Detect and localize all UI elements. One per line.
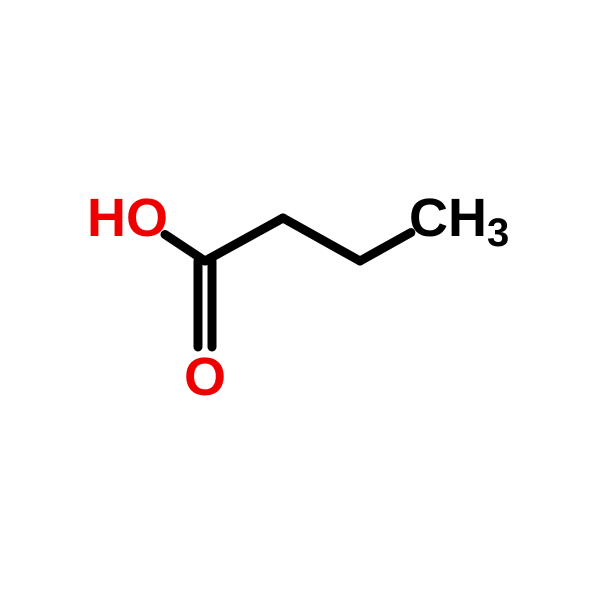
bond <box>205 218 283 261</box>
molecule-diagram: HO O CH3 <box>0 0 600 600</box>
atom-label: HO <box>87 188 168 248</box>
bond <box>283 218 360 261</box>
bond <box>360 233 411 261</box>
atom-label: CH3 <box>409 188 509 255</box>
atom-label: O <box>184 347 226 407</box>
